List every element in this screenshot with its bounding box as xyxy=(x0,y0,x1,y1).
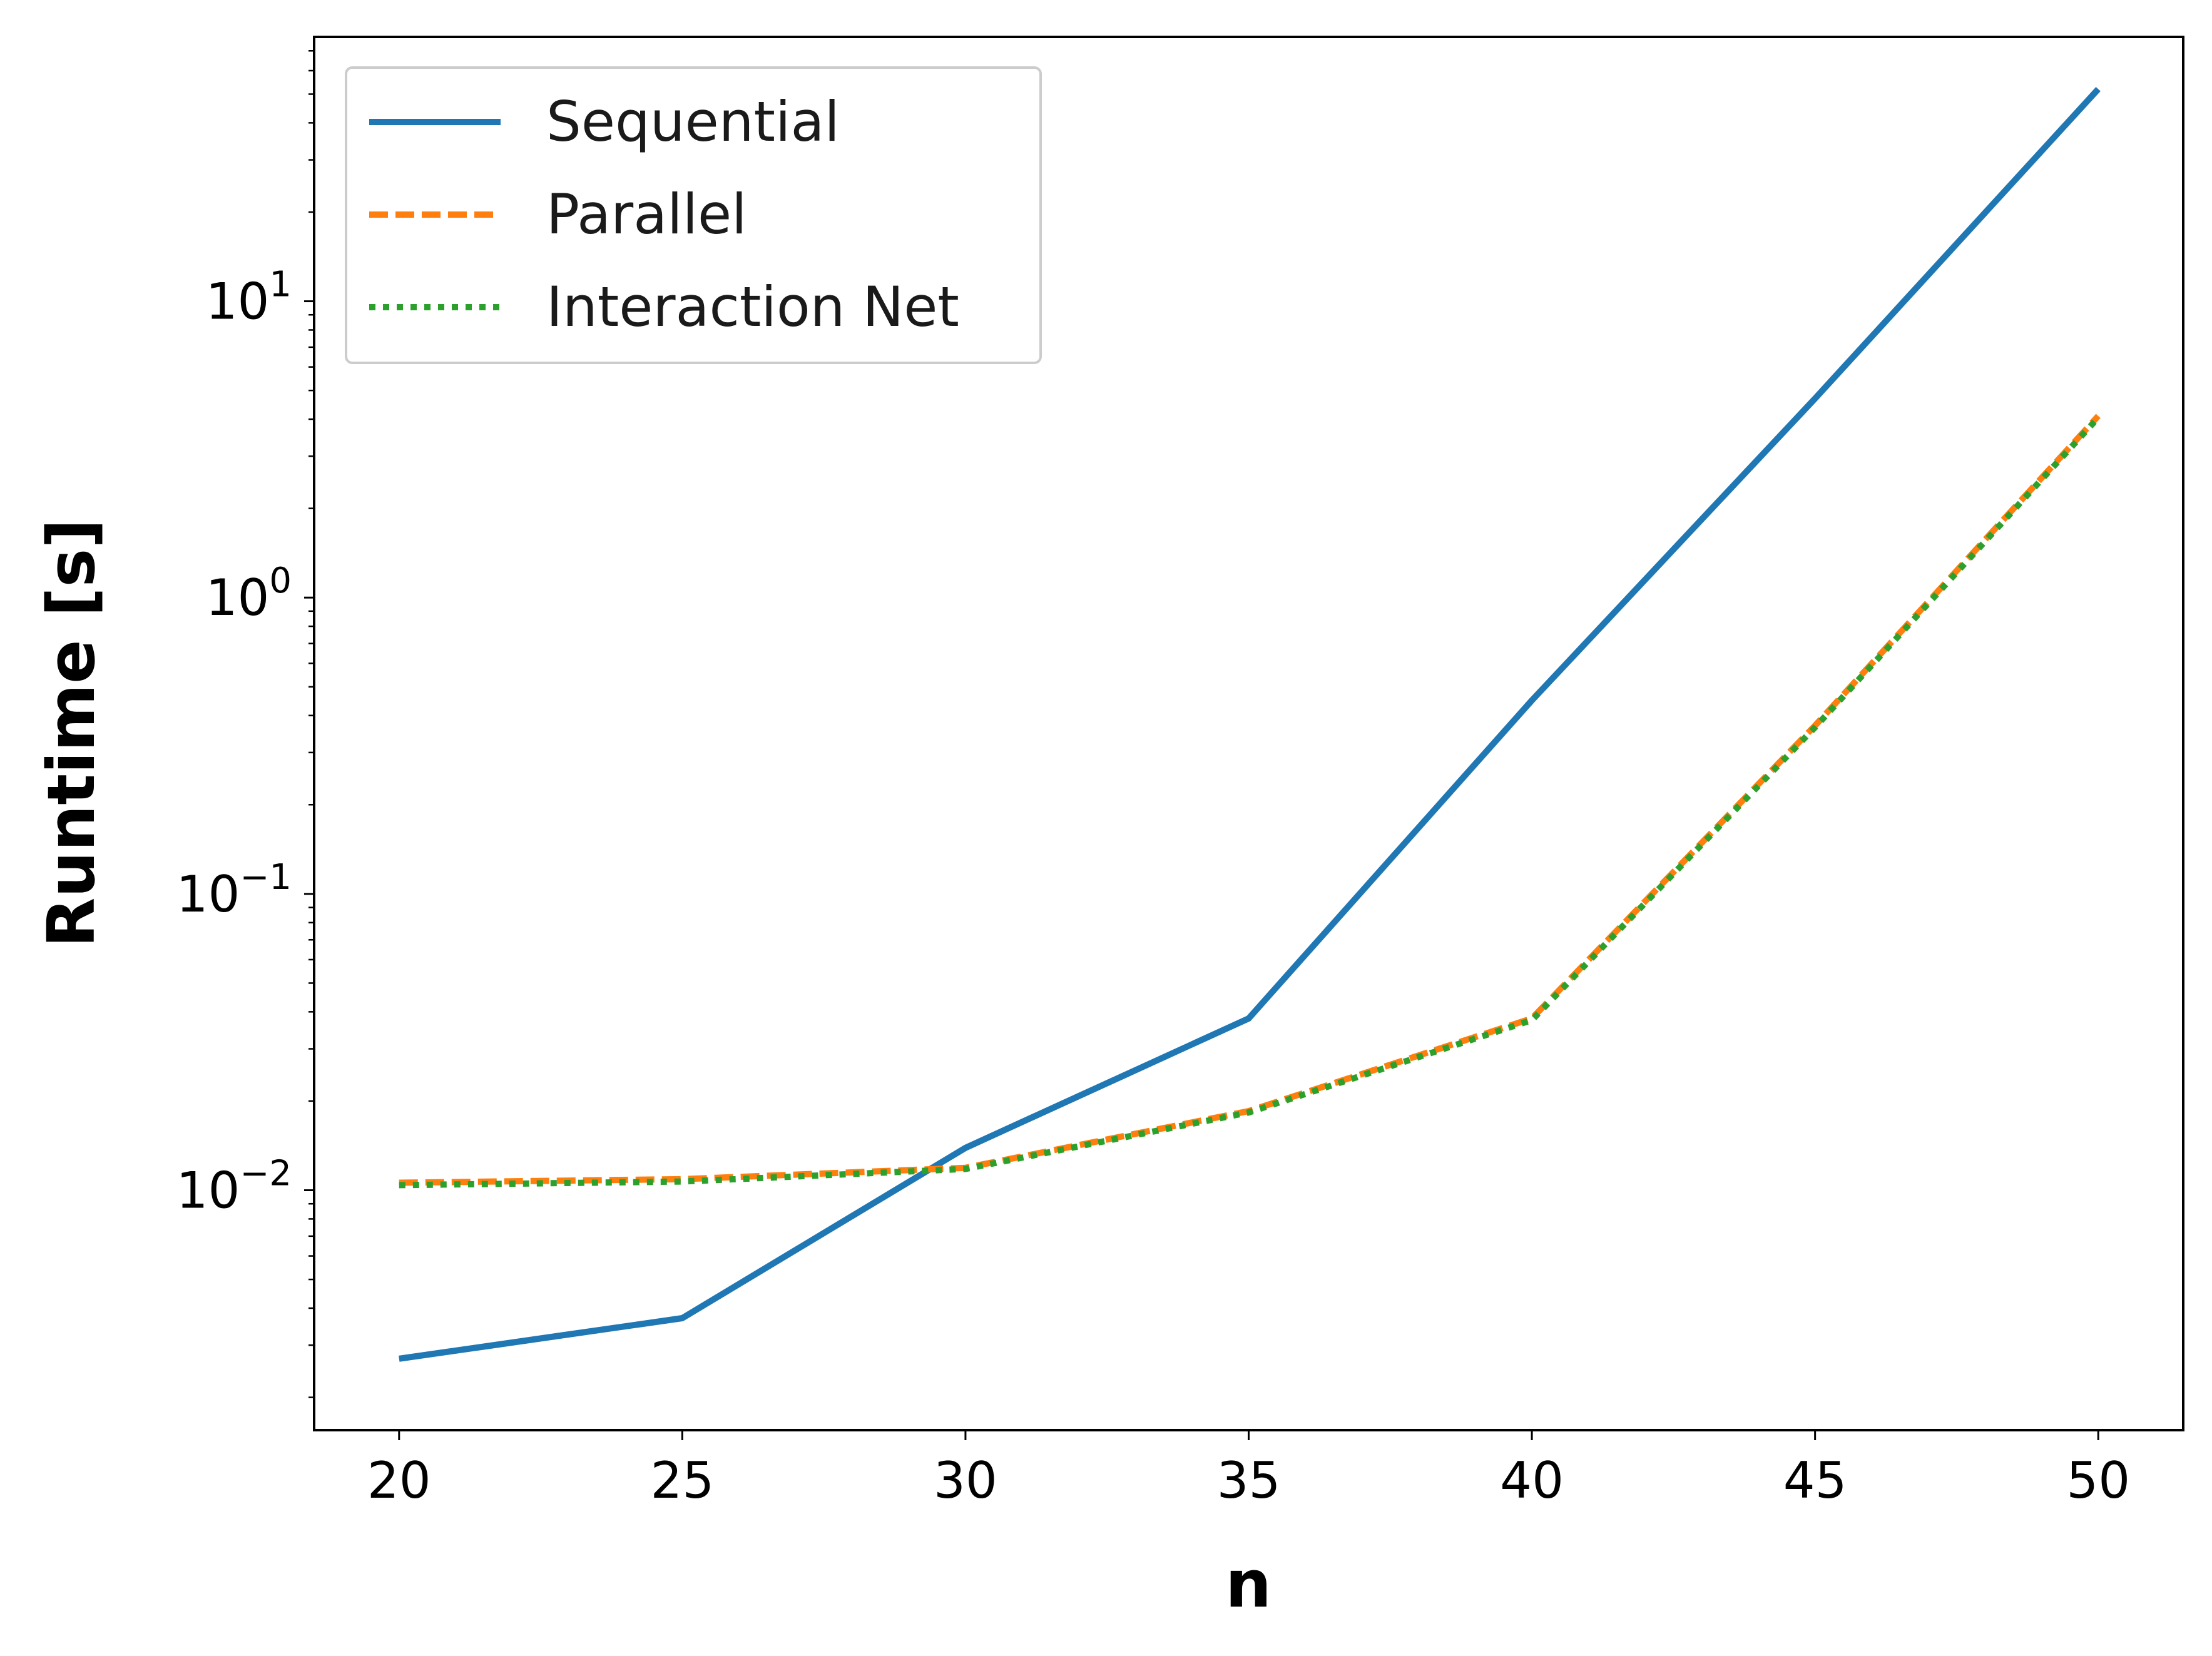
legend: Sequential Parallel Interaction Net xyxy=(345,66,1042,364)
y-tick-base: 10 xyxy=(176,865,240,923)
x-tick-label: 45 xyxy=(1783,1451,1847,1510)
y-tick-label: 101 xyxy=(206,265,292,331)
x-tick-label: 20 xyxy=(367,1451,431,1510)
x-tick-label: 50 xyxy=(2066,1451,2130,1510)
legend-box xyxy=(345,66,1042,364)
y-tick-base: 10 xyxy=(206,273,270,331)
x-tick-label: 30 xyxy=(934,1451,997,1510)
y-axis-label: Runtime [s] xyxy=(33,519,110,948)
legend-label: Sequential xyxy=(546,89,840,154)
series-line-interaction-net xyxy=(399,415,2101,1189)
y-tick-exponent: 0 xyxy=(269,561,292,601)
y-tick-label: 10−2 xyxy=(176,1153,292,1219)
x-axis-label: n xyxy=(1225,1546,1272,1622)
y-tick-exponent: −2 xyxy=(240,1153,292,1194)
x-tick-label: 40 xyxy=(1500,1451,1564,1510)
series-layer xyxy=(399,87,2101,1362)
legend-label: Interaction Net xyxy=(546,275,959,339)
y-tick-label: 10−1 xyxy=(176,857,292,923)
y-tick-base: 10 xyxy=(206,569,270,627)
x-tick-label: 25 xyxy=(650,1451,714,1510)
y-tick-label: 100 xyxy=(206,561,292,627)
y-tick-exponent: 1 xyxy=(269,265,292,305)
legend-label: Parallel xyxy=(546,182,747,246)
x-tick-label: 35 xyxy=(1217,1451,1281,1510)
x-axis-ticks: 20 25 30 35 40 45 50 xyxy=(367,1430,2130,1510)
y-tick-exponent: −1 xyxy=(240,857,292,898)
series-line-sequential xyxy=(399,87,2101,1362)
y-tick-base: 10 xyxy=(176,1161,240,1219)
